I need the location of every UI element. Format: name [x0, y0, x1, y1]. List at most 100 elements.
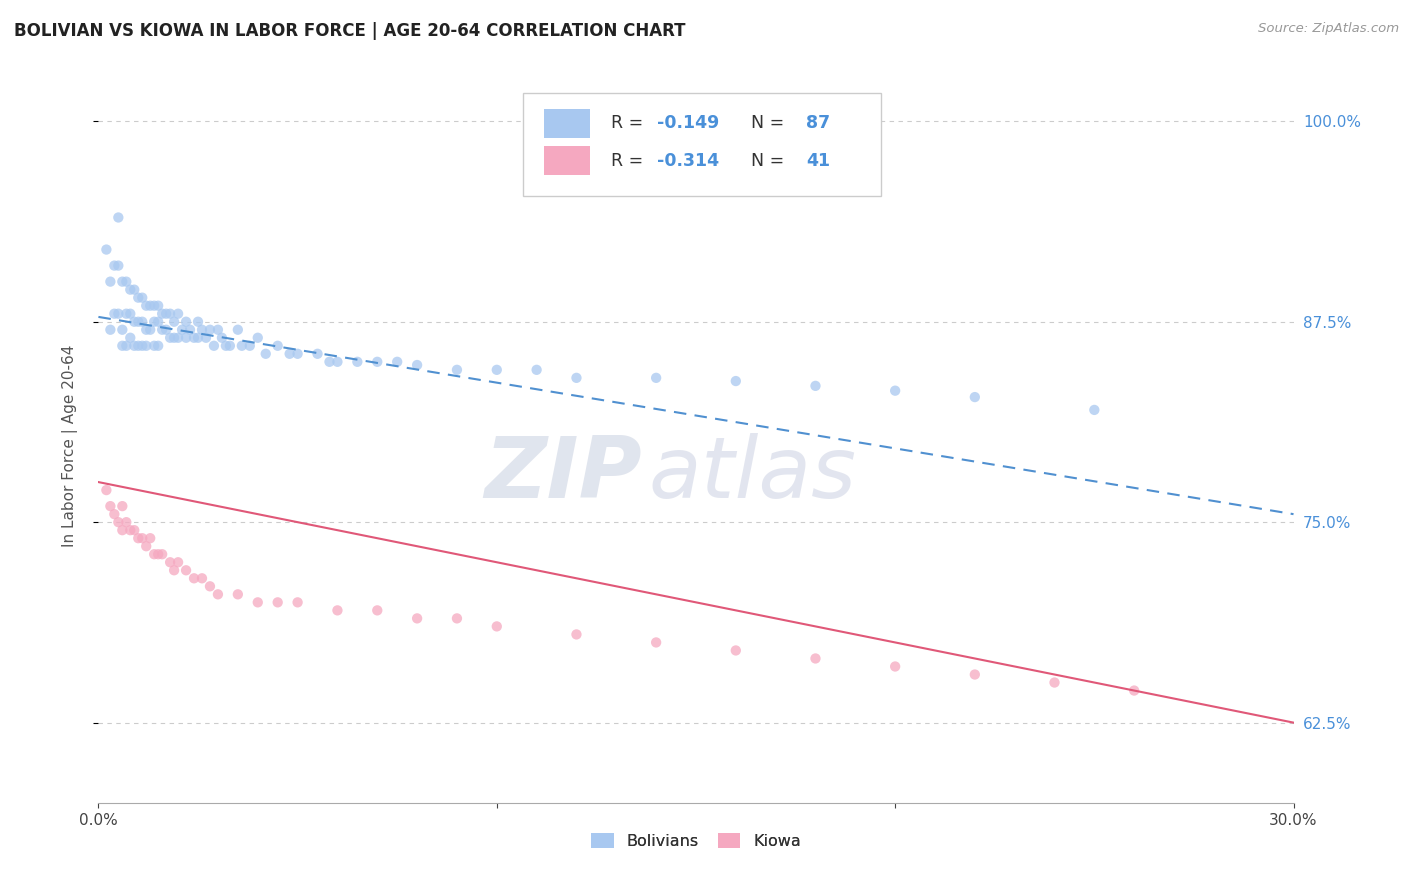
Point — [120, 307, 142, 321]
Text: 41: 41 — [806, 152, 830, 169]
Point — [139, 299, 162, 313]
Point — [103, 507, 125, 521]
Point — [124, 283, 146, 297]
Point — [96, 243, 118, 257]
Point — [163, 563, 186, 577]
Point — [231, 339, 253, 353]
Point — [565, 627, 588, 641]
Point — [148, 547, 170, 561]
Point — [159, 307, 181, 321]
Point — [326, 355, 349, 369]
Point — [103, 259, 125, 273]
Point — [111, 339, 134, 353]
Point — [183, 571, 205, 585]
Point — [96, 483, 118, 497]
Point — [143, 299, 166, 313]
Point — [124, 339, 146, 353]
Point — [148, 339, 170, 353]
Point — [167, 331, 190, 345]
Point — [107, 211, 129, 225]
Point — [804, 379, 827, 393]
Point — [127, 531, 149, 545]
Point — [131, 531, 153, 545]
Point — [385, 355, 409, 369]
Point — [107, 259, 129, 273]
Text: -0.314: -0.314 — [657, 152, 718, 169]
Point — [226, 323, 249, 337]
Point — [645, 635, 668, 649]
Point — [172, 323, 194, 337]
Point — [143, 315, 166, 329]
Point — [187, 331, 209, 345]
Point — [167, 307, 190, 321]
Point — [804, 651, 827, 665]
Point — [135, 299, 157, 313]
Point — [318, 355, 340, 369]
Point — [239, 339, 262, 353]
Point — [307, 347, 329, 361]
Point — [150, 323, 173, 337]
Text: -0.149: -0.149 — [657, 114, 718, 132]
Text: atlas: atlas — [648, 433, 856, 516]
Point — [287, 595, 309, 609]
Point — [485, 363, 508, 377]
Point — [150, 307, 173, 321]
Point — [159, 331, 181, 345]
Point — [963, 667, 986, 681]
Point — [254, 347, 277, 361]
Point — [191, 571, 214, 585]
FancyBboxPatch shape — [523, 93, 882, 196]
Point — [148, 315, 170, 329]
Point — [326, 603, 349, 617]
Point — [167, 555, 190, 569]
Point — [202, 339, 225, 353]
Point — [155, 323, 177, 337]
Point — [211, 331, 233, 345]
Point — [150, 547, 173, 561]
Point — [366, 603, 388, 617]
Text: BOLIVIAN VS KIOWA IN LABOR FORCE | AGE 20-64 CORRELATION CHART: BOLIVIAN VS KIOWA IN LABOR FORCE | AGE 2… — [14, 22, 686, 40]
Point — [187, 315, 209, 329]
Point — [565, 371, 588, 385]
Point — [174, 315, 197, 329]
Point — [127, 315, 149, 329]
Point — [174, 563, 197, 577]
Point — [278, 347, 301, 361]
Point — [98, 323, 122, 337]
Point — [446, 363, 468, 377]
FancyBboxPatch shape — [544, 146, 589, 175]
Point — [366, 355, 388, 369]
Point — [155, 307, 177, 321]
Point — [198, 579, 221, 593]
Point — [174, 331, 197, 345]
Point — [1123, 683, 1146, 698]
Point — [115, 339, 138, 353]
Point — [485, 619, 508, 633]
Text: ZIP: ZIP — [485, 433, 643, 516]
Point — [107, 515, 129, 529]
Point — [724, 374, 747, 388]
Point — [111, 323, 134, 337]
Point — [191, 323, 214, 337]
Point — [98, 275, 122, 289]
Point — [207, 587, 229, 601]
Text: Source: ZipAtlas.com: Source: ZipAtlas.com — [1258, 22, 1399, 36]
Point — [143, 339, 166, 353]
Point — [148, 299, 170, 313]
Point — [120, 523, 142, 537]
Y-axis label: In Labor Force | Age 20-64: In Labor Force | Age 20-64 — [62, 345, 77, 547]
Point — [111, 523, 134, 537]
Point — [135, 539, 157, 553]
Point — [135, 339, 157, 353]
Point — [124, 315, 146, 329]
Point — [159, 555, 181, 569]
Point — [131, 315, 153, 329]
Text: N =: N = — [740, 114, 790, 132]
Point — [645, 371, 668, 385]
Point — [111, 275, 134, 289]
Point — [163, 315, 186, 329]
Point — [131, 291, 153, 305]
Point — [198, 323, 221, 337]
Point — [963, 390, 986, 404]
Point — [195, 331, 218, 345]
